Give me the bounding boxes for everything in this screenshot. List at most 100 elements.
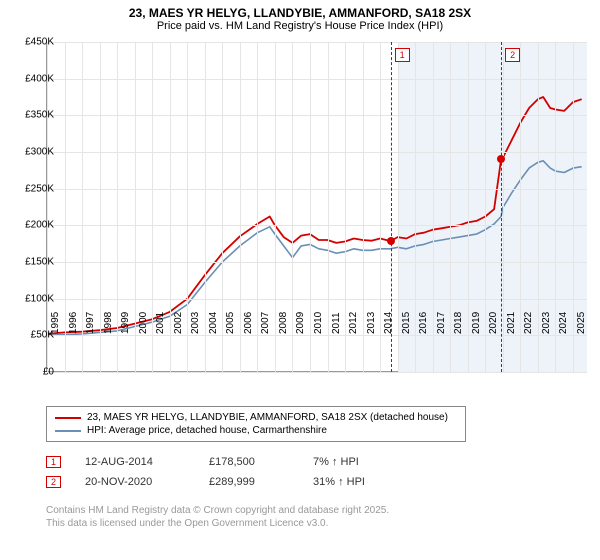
gridline-h: [47, 299, 587, 300]
x-axis-label: 1996: [68, 312, 79, 334]
x-axis-label: 2016: [418, 312, 429, 334]
x-axis-label: 2007: [260, 312, 271, 334]
gridline-h: [47, 79, 587, 80]
x-axis-label: 2014: [383, 312, 394, 334]
gridline-v: [240, 42, 241, 372]
gridline-v: [65, 42, 66, 372]
x-axis-label: 2011: [331, 312, 342, 334]
x-axis-label: 2022: [523, 312, 534, 334]
gridline-v: [363, 42, 364, 372]
y-axis-label: £100K: [25, 293, 54, 304]
x-axis-label: 2010: [313, 312, 324, 334]
sale-points-table: 1 12-AUG-2014 £178,500 7% ↑ HPI 2 20-NOV-2020…: [46, 452, 393, 492]
x-axis-label: 2023: [541, 312, 552, 334]
gridline-v: [310, 42, 311, 372]
sale-point-marker: 2: [46, 476, 61, 488]
gridline-v: [187, 42, 188, 372]
y-axis-label: £300K: [25, 147, 54, 158]
gridline-v: [275, 42, 276, 372]
x-axis-label: 2025: [576, 312, 587, 334]
gridline-v: [433, 42, 434, 372]
chart-subtitle: Price paid vs. HM Land Registry's House …: [0, 20, 600, 36]
gridline-v: [117, 42, 118, 372]
gridline-h: [47, 42, 587, 43]
x-axis-label: 2021: [506, 312, 517, 334]
sale-point-delta: 7% ↑ HPI: [313, 456, 393, 468]
reference-label: 2: [505, 48, 520, 62]
sale-point-price: £289,999: [209, 476, 289, 488]
x-axis-label: 1999: [120, 312, 131, 334]
x-axis-label: 2020: [488, 312, 499, 334]
attribution-line: This data is licensed under the Open Gov…: [46, 517, 389, 530]
y-axis-label: £450K: [25, 37, 54, 48]
x-axis-label: 2009: [295, 312, 306, 334]
gridline-v: [257, 42, 258, 372]
y-axis-label: £150K: [25, 257, 54, 268]
x-axis-label: 2002: [173, 312, 184, 334]
gridline-h: [47, 225, 587, 226]
legend-swatch: [55, 430, 81, 432]
gridline-v: [468, 42, 469, 372]
gridline-h: [47, 372, 587, 373]
x-axis-label: 2001: [155, 312, 166, 334]
sale-point-date: 12-AUG-2014: [85, 456, 185, 468]
gridline-v: [520, 42, 521, 372]
x-axis-label: 2013: [366, 312, 377, 334]
gridline-v: [82, 42, 83, 372]
y-axis-label: £250K: [25, 183, 54, 194]
reference-label: 1: [395, 48, 410, 62]
x-axis-label: 2024: [558, 312, 569, 334]
legend-label: 23, MAES YR HELYG, LLANDYBIE, AMMANFORD,…: [87, 412, 448, 423]
x-axis-label: 2019: [471, 312, 482, 334]
data-point-dot: [387, 237, 395, 245]
gridline-v: [415, 42, 416, 372]
chart-title: 23, MAES YR HELYG, LLANDYBIE, AMMANFORD,…: [0, 0, 600, 20]
x-axis-label: 2006: [243, 312, 254, 334]
y-axis-label: £200K: [25, 220, 54, 231]
x-axis-label: 1998: [103, 312, 114, 334]
gridline-h: [47, 335, 587, 336]
legend-swatch: [55, 417, 81, 419]
x-axis-label: 2012: [348, 312, 359, 334]
gridline-v: [152, 42, 153, 372]
gridline-v: [135, 42, 136, 372]
gridline-v: [538, 42, 539, 372]
gridline-v: [292, 42, 293, 372]
x-axis-label: 2004: [208, 312, 219, 334]
attribution: Contains HM Land Registry data © Crown c…: [46, 504, 389, 530]
data-point-dot: [497, 155, 505, 163]
gridline-v: [485, 42, 486, 372]
legend-item: 23, MAES YR HELYG, LLANDYBIE, AMMANFORD,…: [55, 411, 457, 424]
gridline-h: [47, 189, 587, 190]
x-axis-label: 2015: [401, 312, 412, 334]
gridline-h: [47, 152, 587, 153]
gridline-v: [503, 42, 504, 372]
sale-point-price: £178,500: [209, 456, 289, 468]
sale-point-marker: 1: [46, 456, 61, 468]
gridline-v: [380, 42, 381, 372]
gridline-v: [573, 42, 574, 372]
gridline-v: [555, 42, 556, 372]
gridline-v: [100, 42, 101, 372]
gridline-v: [450, 42, 451, 372]
gridline-h: [47, 262, 587, 263]
legend: 23, MAES YR HELYG, LLANDYBIE, AMMANFORD,…: [46, 406, 466, 442]
reference-line: [501, 42, 502, 372]
x-axis-label: 2008: [278, 312, 289, 334]
sale-point-date: 20-NOV-2020: [85, 476, 185, 488]
sale-point-row: 1 12-AUG-2014 £178,500 7% ↑ HPI: [46, 452, 393, 472]
attribution-line: Contains HM Land Registry data © Crown c…: [46, 504, 389, 517]
legend-label: HPI: Average price, detached house, Carm…: [87, 425, 327, 436]
gridline-v: [398, 42, 399, 372]
gridline-v: [345, 42, 346, 372]
x-axis-label: 1997: [85, 312, 96, 334]
gridline-v: [222, 42, 223, 372]
x-axis-label: 1995: [50, 312, 61, 334]
gridline-v: [205, 42, 206, 372]
x-axis-label: 2003: [190, 312, 201, 334]
gridline-v: [47, 42, 48, 372]
y-axis-label: £0: [43, 367, 54, 378]
x-axis-label: 2005: [225, 312, 236, 334]
gridline-v: [328, 42, 329, 372]
sale-point-row: 220-NOV-2020£289,99931% ↑ HPI: [46, 472, 393, 492]
